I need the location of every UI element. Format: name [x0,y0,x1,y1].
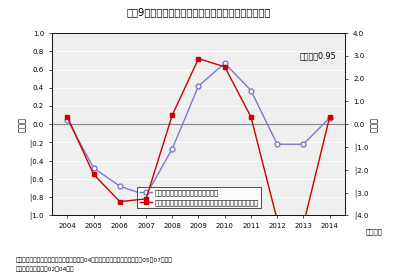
Text: （注）現実の成長率の変化幅は、たとえゆ04年度の場合、先行き３年平均は05～07年度、: （注）現実の成長率の変化幅は、たとえゆ04年度の場合、先行き３年平均は05～07… [16,257,173,263]
Legend: 潜在成長率の改定幅（直近－当初）, 現実の成長率の変化幅（先行き３年平均－過去３年平均）: 潜在成長率の改定幅（直近－当初）, 現実の成長率の変化幅（先行き３年平均－過去３… [137,187,261,208]
Y-axis label: （％）: （％） [370,117,379,132]
Text: 相関係攇0.95: 相関係攇0.95 [300,51,337,60]
Text: 図袆9　先行きの成長率が過去の潜在成長率を変える: 図袆9 先行きの成長率が過去の潜在成長率を変える [126,7,271,17]
Y-axis label: （％）: （％） [18,117,27,132]
Text: 過去３年平均は02～04年度: 過去３年平均は02～04年度 [16,267,75,272]
Text: （年度）: （年度） [366,229,383,235]
